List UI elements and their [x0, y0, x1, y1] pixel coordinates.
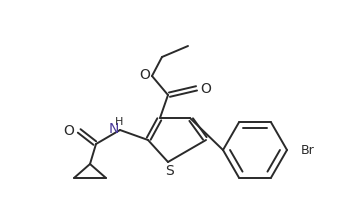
Text: O: O [63, 124, 74, 138]
Text: O: O [201, 82, 211, 96]
Text: O: O [140, 68, 151, 82]
Text: Br: Br [301, 143, 315, 157]
Text: H: H [115, 117, 123, 127]
Text: N: N [109, 122, 119, 136]
Text: S: S [165, 164, 173, 178]
